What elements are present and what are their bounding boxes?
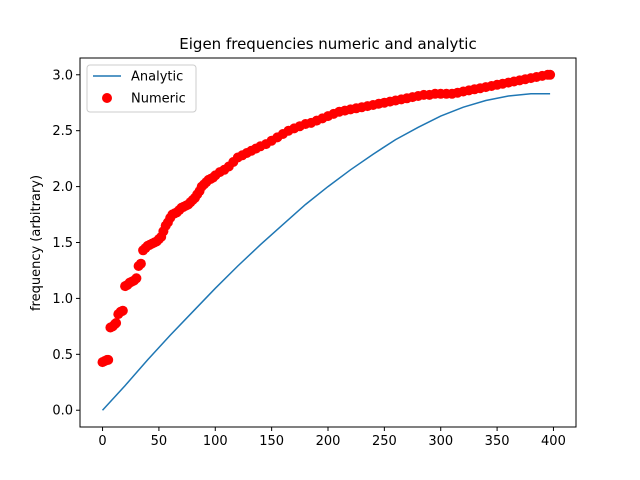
- chart-title: Eigen frequencies numeric and analytic: [179, 35, 476, 53]
- numeric-data-point: [103, 354, 114, 365]
- numeric-data-point: [131, 273, 142, 284]
- axes: 0 50 100 150 200 250 300 350 400 0.0 0.5 1.0 1.5 2.0 2…: [52, 57, 577, 449]
- y-tick-label: 0.0: [52, 404, 73, 419]
- legend-label-analytic: Analytic: [131, 70, 183, 85]
- numeric-data-point: [135, 258, 146, 269]
- y-tick-label: 3.0: [52, 68, 73, 83]
- y-tick-label: 1.5: [52, 236, 73, 251]
- y-tick-label: 2.0: [52, 180, 73, 195]
- x-tick-label: 50: [151, 434, 168, 449]
- y-tick-label: 0.5: [52, 348, 73, 363]
- x-tick-label: 0: [98, 434, 106, 449]
- x-tick-label: 100: [203, 434, 228, 449]
- numeric-data-point: [111, 318, 122, 328]
- x-tick-label: 250: [372, 434, 397, 449]
- legend-label-numeric: Numeric: [131, 92, 186, 107]
- x-tick-label: 200: [316, 434, 341, 449]
- x-tick-label: 300: [428, 434, 453, 449]
- legend: Analytic Numeric: [86, 64, 197, 113]
- y-tick-label: 2.5: [52, 124, 73, 139]
- x-tick-label: 350: [485, 434, 510, 449]
- numeric-data-point: [545, 69, 556, 80]
- x-tick-label: 150: [259, 434, 284, 449]
- y-tick-label: 1.0: [52, 292, 73, 307]
- numeric-data-point: [117, 305, 128, 316]
- legend-numeric-swatch: [102, 93, 112, 103]
- series-line-analytic: [101, 93, 551, 411]
- y-axis-label: frequency (arbitrary): [29, 175, 44, 311]
- plot-area: [97, 69, 556, 411]
- x-tick-label: 400: [541, 434, 566, 449]
